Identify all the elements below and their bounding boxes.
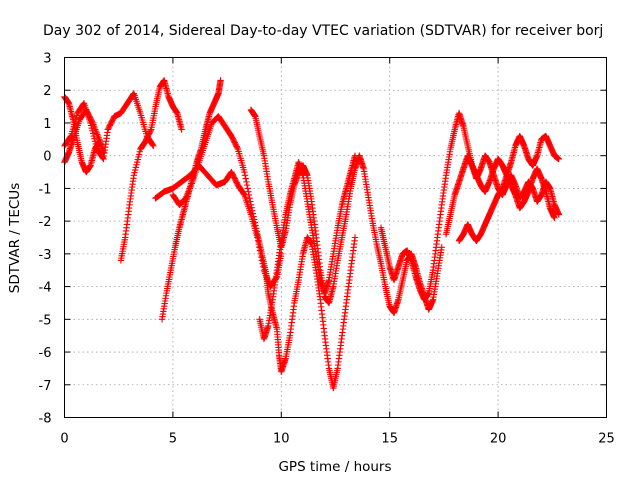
data-point-marker <box>251 216 258 223</box>
y-tick-label: -4 <box>39 281 52 296</box>
data-point-marker <box>244 185 251 192</box>
y-tick-label: -7 <box>39 379 52 394</box>
data-series <box>61 77 563 392</box>
y-tick-label: -1 <box>39 182 52 197</box>
data-point-marker <box>351 234 359 241</box>
data-point-marker <box>243 181 251 189</box>
y-tick-label: -2 <box>39 215 52 230</box>
data-point-marker <box>252 225 260 232</box>
y-tick-label: 0 <box>43 150 51 165</box>
data-point-marker <box>149 141 156 149</box>
x-tick-label: 5 <box>169 432 177 447</box>
data-point-marker <box>217 77 224 84</box>
chart-title: Day 302 of 2014, Sidereal Day-to-day VTE… <box>43 23 603 39</box>
data-point-marker <box>555 211 563 218</box>
data-point-marker <box>147 127 154 135</box>
data-point-marker <box>351 152 359 159</box>
data-point-marker <box>243 178 250 186</box>
data-point-marker <box>246 195 253 202</box>
data-point-marker <box>252 222 259 229</box>
data-point-marker <box>250 213 257 220</box>
data-point-marker <box>240 190 247 198</box>
data-point-marker <box>247 201 255 208</box>
data-point-marker <box>241 172 249 179</box>
x-tick-label: 10 <box>273 432 290 447</box>
axis-ticks: 0 5 10 15 20 25 -8 -7 -6 -5 -4 -3 -2 -1 0 1 2 3 <box>39 52 615 447</box>
data-point-marker <box>247 198 254 205</box>
y-tick-label: -3 <box>39 248 52 263</box>
data-point-marker <box>555 155 563 163</box>
series-trace-11 <box>442 152 558 238</box>
y-tick-label: -6 <box>39 346 52 361</box>
x-tick-label: 15 <box>381 432 398 447</box>
x-tick-label: 20 <box>490 432 507 447</box>
data-point-marker <box>249 210 257 217</box>
data-point-marker <box>251 219 259 226</box>
data-point-marker <box>249 207 256 214</box>
series-trace-12 <box>455 132 563 244</box>
data-point-marker <box>88 118 96 125</box>
data-point-marker <box>438 244 445 251</box>
data-point-marker <box>245 188 252 195</box>
x-axis-label: GPS time / hours <box>278 459 391 475</box>
y-tick-label: -5 <box>39 313 52 328</box>
data-point-marker <box>150 142 157 150</box>
series-trace-3 <box>61 106 107 166</box>
y-tick-label: 2 <box>43 84 51 99</box>
series-trace-4 <box>117 77 185 264</box>
data-point-marker <box>248 204 255 211</box>
plot-frame <box>64 57 607 418</box>
data-point-marker <box>245 191 253 199</box>
y-axis-label: SDTVAR / TECUs <box>7 183 23 293</box>
y-tick-label: 1 <box>43 117 51 132</box>
series-trace-9 <box>256 152 359 343</box>
data-point-marker <box>178 126 185 133</box>
data-point-marker <box>100 149 107 156</box>
y-tick-label: 3 <box>43 52 51 67</box>
data-point-marker <box>253 228 261 235</box>
x-tick-label: 0 <box>60 432 68 447</box>
data-point-marker <box>242 175 249 182</box>
data-point-marker <box>241 168 248 176</box>
data-point-marker <box>234 144 241 152</box>
x-tick-label: 25 <box>598 432 615 447</box>
series-trace-10 <box>377 109 563 303</box>
data-point-marker <box>551 214 558 222</box>
y-tick-label: -8 <box>39 412 52 427</box>
